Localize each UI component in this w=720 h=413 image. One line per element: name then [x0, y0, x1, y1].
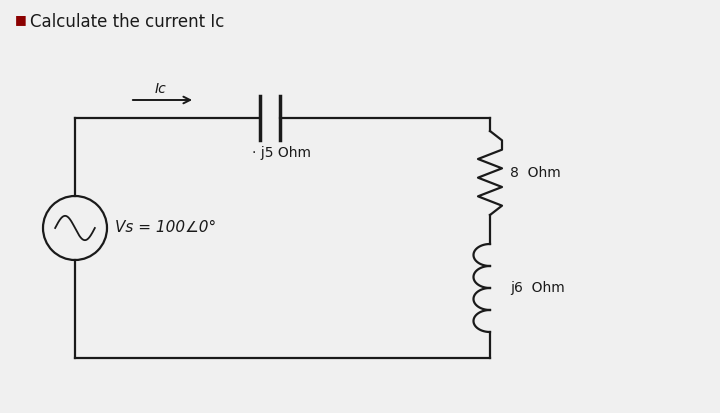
- Text: Ic: Ic: [155, 82, 166, 96]
- Text: · j5 Ohm: · j5 Ohm: [252, 146, 311, 160]
- Text: 8  Ohm: 8 Ohm: [510, 166, 561, 180]
- Text: ■: ■: [15, 13, 27, 26]
- Text: j6  Ohm: j6 Ohm: [510, 281, 564, 295]
- Text: Calculate the current Ic: Calculate the current Ic: [30, 13, 225, 31]
- Text: Vs = 100∠0°: Vs = 100∠0°: [115, 221, 216, 235]
